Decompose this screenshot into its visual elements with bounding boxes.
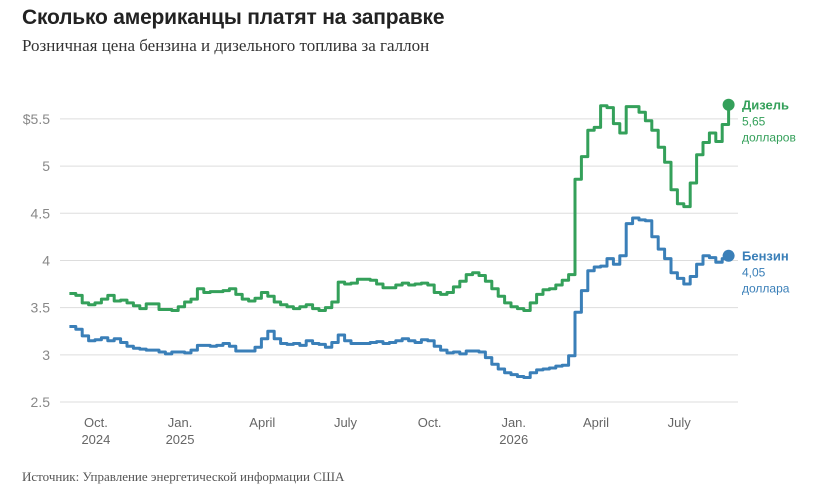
diesel-series-line [69, 104, 731, 312]
series-end-label-value: 5,65 [742, 115, 766, 129]
x-tick-year-label: 2024 [81, 432, 110, 447]
y-tick-label: 4.5 [31, 205, 51, 221]
series-end-label-value: 4,05 [742, 266, 766, 280]
series-lines [69, 98, 735, 379]
x-tick-label: July [668, 415, 692, 430]
x-tick-label: Oct. [84, 415, 108, 430]
series-end-label-name: Дизель [742, 98, 789, 113]
price-line-chart: 2.5 3 3.5 4 4.5 5 $5.5 Oct. 2024 Jan. 2025 April Ju… [23, 98, 796, 447]
x-tick-label: July [334, 415, 358, 430]
x-tick-label: Jan. [501, 415, 526, 430]
series-end-label-name: Бензин [742, 249, 789, 264]
y-tick-label: 2.5 [31, 394, 51, 410]
gasoline-end-point [722, 249, 735, 262]
chart-subtitle: Розничная цена бензина и дизельного топл… [22, 36, 430, 55]
y-gridlines [60, 118, 738, 403]
y-tick-label: 4 [42, 252, 50, 268]
x-tick-label: Oct. [418, 415, 442, 430]
x-tick-year-label: 2025 [166, 432, 195, 447]
y-tick-label: 3 [42, 347, 50, 363]
x-tick-label: Jan. [168, 415, 193, 430]
series-end-label-unit: доллара [742, 282, 790, 296]
source-note: Источник: Управление энергетической инфо… [22, 469, 345, 484]
diesel-end-point [722, 98, 735, 111]
series-end-labels: Дизель 5,65 долларов Бензин 4,05 доллара [742, 98, 796, 296]
gasoline-series-line [69, 216, 731, 379]
y-axis-ticks: 2.5 3 3.5 4 4.5 5 $5.5 [23, 111, 50, 410]
y-tick-label: 3.5 [31, 300, 51, 316]
x-tick-year-label: 2026 [499, 432, 528, 447]
x-tick-label: April [583, 415, 609, 430]
x-axis-ticks: Oct. 2024 Jan. 2025 April July Oct. Jan. 2026 Apr… [81, 415, 691, 447]
chart-title: Сколько американцы платят на заправке [22, 6, 445, 29]
y-tick-label: 5 [42, 158, 50, 174]
x-tick-label: April [249, 415, 275, 430]
series-end-label-unit: долларов [742, 131, 796, 145]
y-tick-label: $5.5 [23, 111, 50, 127]
